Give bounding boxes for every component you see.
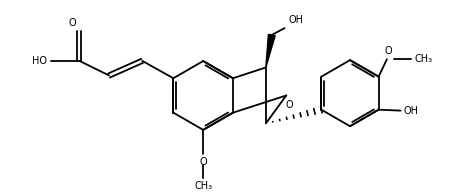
Polygon shape [266, 34, 275, 68]
Text: O: O [285, 100, 293, 110]
Text: CH₃: CH₃ [414, 54, 432, 64]
Text: OH: OH [404, 106, 418, 116]
Text: OH: OH [288, 15, 303, 25]
Text: CH₃: CH₃ [194, 181, 212, 191]
Text: O: O [199, 157, 207, 167]
Text: HO: HO [32, 56, 47, 66]
Text: O: O [384, 46, 392, 55]
Text: O: O [69, 18, 76, 28]
